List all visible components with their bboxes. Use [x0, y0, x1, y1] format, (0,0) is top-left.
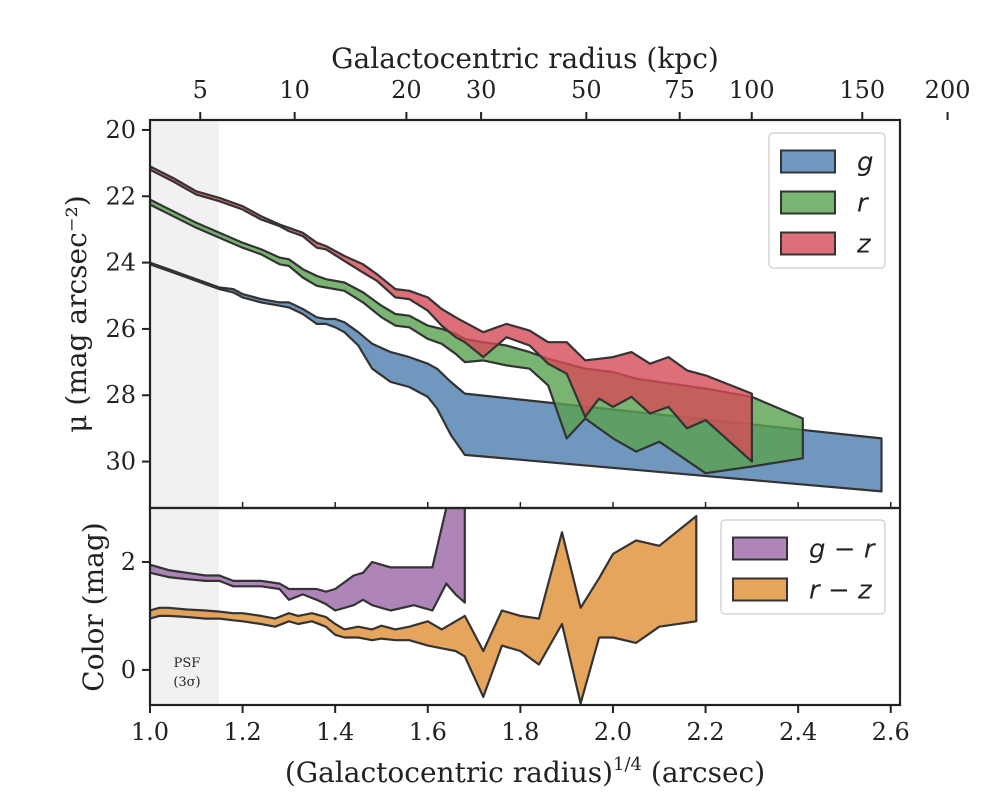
color-band-0 — [150, 508, 466, 612]
color-bands — [150, 508, 698, 705]
legend-swatch — [732, 536, 788, 561]
bottom-x-tick-label: 1.0 — [131, 718, 169, 746]
kpc-tick-label: 10 — [279, 76, 310, 104]
psf-region-bottom — [150, 508, 219, 705]
legend-swatch — [780, 190, 836, 215]
color-axis-title: Color (mag) — [77, 522, 110, 691]
x-axis-title-exponent: 1/4 — [613, 754, 642, 775]
bottom-x-tick-label: 2.6 — [872, 718, 910, 746]
x-axis-title: (Galactocentric radius)1/4 (arcsec) — [285, 754, 765, 789]
kpc-tick-label: 50 — [571, 76, 602, 104]
kpc-tick-label: 150 — [839, 76, 885, 104]
top-y-tick-label: 24 — [105, 249, 136, 277]
legend-label: r − z — [809, 576, 873, 606]
bottom-x-tick-label: 1.2 — [224, 718, 262, 746]
mu-band-2 — [150, 165, 754, 463]
kpc-tick-label: 30 — [466, 76, 497, 104]
bottom-y-ticks: 02 — [121, 548, 150, 684]
legend-label: g — [857, 148, 874, 178]
bottom-x-tick-label: 2.0 — [594, 718, 632, 746]
bottom-plot-frame — [148, 506, 902, 707]
surface-brightness-panel: 20 22 24 26 28 30 5 10 20 30 50 75 100 150 200 Galact… — [60, 42, 971, 510]
surface-brightness-bands — [150, 165, 883, 493]
color-legend: g − r r − z — [720, 519, 886, 615]
mu-axis-title: μ (mag arcsec⁻²) — [60, 195, 93, 432]
bottom-x-tick-label: 1.4 — [316, 718, 354, 746]
bottom-x-tick-label: 1.8 — [501, 718, 539, 746]
top-y-tick-label: 22 — [105, 182, 136, 210]
psf-region-top — [150, 120, 219, 508]
bottom-y-tick-label: 0 — [121, 656, 136, 684]
color-panel: 02 1.0 1.2 1.4 1.6 1.8 2.0 2.2 2.4 2.6 PSF (3σ) … — [77, 506, 910, 789]
psf-label-line2: (3σ) — [173, 675, 200, 690]
color-band-1 — [150, 514, 698, 705]
bottom-x-tick-label: 2.2 — [686, 718, 724, 746]
legend-label: g − r — [809, 535, 877, 565]
top-y-ticks: 20 22 24 26 28 30 — [105, 116, 150, 476]
kpc-tick-label: 75 — [664, 76, 695, 104]
psf-label-line1: PSF — [174, 656, 201, 671]
top-y-tick-label: 26 — [105, 315, 136, 343]
top-y-tick-label: 30 — [105, 448, 136, 476]
x-axis-title-unit: (arcsec) — [651, 756, 765, 789]
legend-label: r — [857, 189, 870, 219]
legend-label: z — [856, 230, 872, 260]
bottom-y-tick-label: 2 — [121, 548, 136, 576]
kpc-tick-label: 200 — [925, 76, 971, 104]
surface-brightness-legend: grz — [768, 132, 886, 269]
legend-swatch — [780, 149, 836, 174]
bottom-x-tick-label: 2.4 — [779, 718, 817, 746]
kpc-tick-label: 100 — [729, 76, 775, 104]
x-axis-title-unit-space — [642, 756, 651, 789]
kpc-tick-label: 5 — [193, 76, 208, 104]
bottom-x-tick-label: 1.6 — [409, 718, 447, 746]
kpc-tick-label: 20 — [391, 76, 422, 104]
bottom-x-ticks: 1.0 1.2 1.4 1.6 1.8 2.0 2.2 2.4 2.6 — [131, 705, 910, 746]
kpc-axis-title: Galactocentric radius (kpc) — [331, 42, 719, 75]
legend-swatch — [732, 577, 788, 602]
x-axis-title-main: (Galactocentric radius) — [285, 756, 613, 789]
top-y-tick-label: 28 — [105, 381, 136, 409]
kpc-axis-ticks: 5 10 20 30 50 75 100 150 200 — [193, 76, 971, 120]
legend-swatch — [780, 231, 836, 256]
top-y-tick-label: 20 — [105, 116, 136, 144]
